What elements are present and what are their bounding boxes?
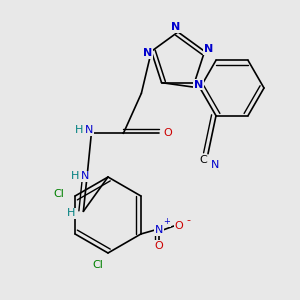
Text: C: C	[199, 155, 207, 165]
Text: O: O	[154, 241, 163, 251]
Text: N: N	[194, 80, 203, 90]
Text: N: N	[171, 22, 181, 32]
Text: N: N	[211, 160, 219, 170]
Text: N: N	[143, 48, 152, 58]
Text: H: H	[75, 125, 84, 135]
Text: N: N	[85, 125, 94, 135]
Text: H: H	[71, 171, 80, 181]
Text: +: +	[164, 218, 170, 226]
Text: H: H	[67, 208, 76, 218]
Text: O: O	[175, 221, 183, 231]
Text: O: O	[163, 128, 172, 138]
Text: Cl: Cl	[93, 260, 104, 270]
Text: Cl: Cl	[54, 189, 64, 199]
Text: N: N	[155, 225, 163, 235]
Text: N: N	[81, 171, 90, 181]
Text: N: N	[204, 44, 213, 54]
Text: -: -	[187, 215, 191, 225]
